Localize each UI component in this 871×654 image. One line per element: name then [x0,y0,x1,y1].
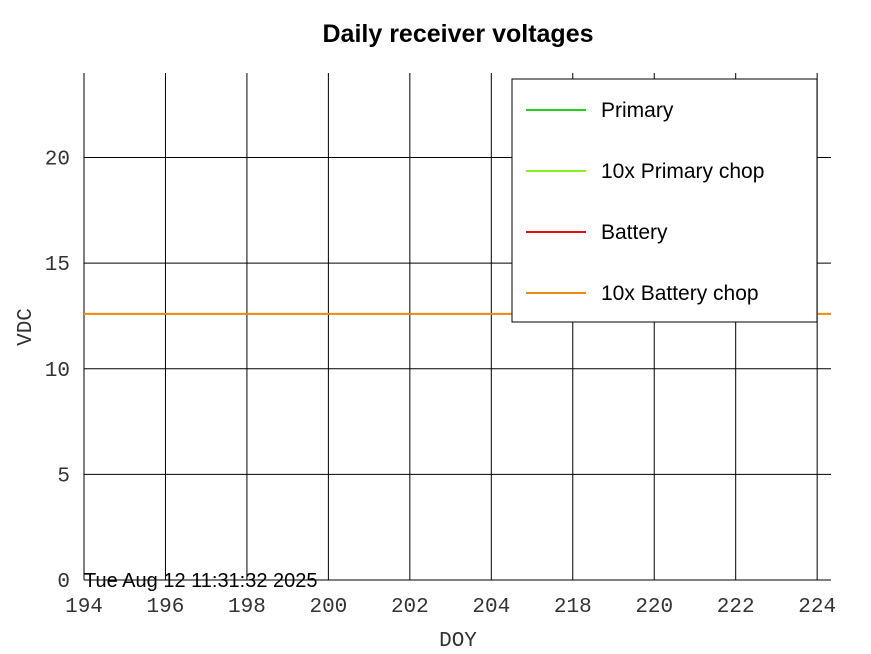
legend-label: Battery [601,221,668,244]
x-tick-label: 222 [717,596,755,619]
legend: Primary 10x Primary chop Battery 10x Batter… [511,78,818,323]
x-tick-label: 194 [65,596,103,619]
chart-title: Daily receiver voltages [323,20,594,48]
x-tick-label: 204 [472,596,510,619]
x-tick-label: 202 [391,596,429,619]
timestamp: Tue Aug 12 11:31:32 2025 [84,570,318,592]
x-axis-label: DOY [439,630,477,653]
x-tick-label: 224 [798,596,836,619]
x-tick-label: 196 [147,596,185,619]
legend-box [511,78,818,323]
y-tick-label: 0 [57,571,70,594]
x-tick-label: 220 [635,596,673,619]
x-axis-ticks: 194 196 198 200 202 204 218 220 222 224 [65,596,836,619]
x-tick-label: 218 [554,596,592,619]
y-tick-label: 10 [45,360,70,383]
legend-label: Primary [601,99,674,122]
legend-label: 10x Battery chop [601,282,759,305]
y-axis-label: VDC [15,308,38,346]
legend-label: 10x Primary chop [601,160,764,183]
x-tick-label: 200 [309,596,347,619]
y-tick-label: 20 [45,149,70,172]
y-tick-label: 15 [45,254,70,277]
y-tick-label: 5 [57,465,70,488]
y-axis-ticks: 0 5 10 15 20 [45,149,70,595]
x-tick-label: 198 [228,596,266,619]
